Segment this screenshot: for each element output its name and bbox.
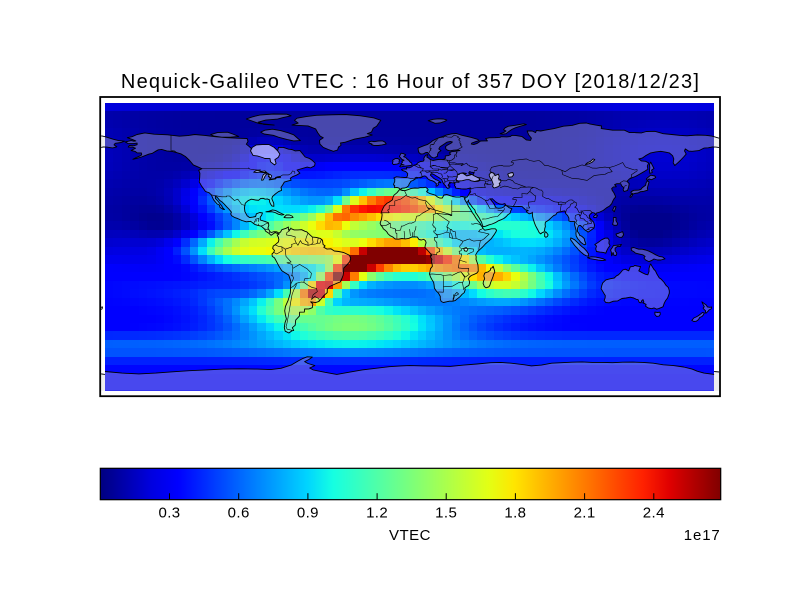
svg-text:VTEC: VTEC — [389, 527, 431, 544]
svg-text:1.2: 1.2 — [366, 505, 388, 522]
svg-text:1.5: 1.5 — [435, 505, 457, 522]
svg-text:0.3: 0.3 — [158, 505, 180, 522]
svg-text:1e17: 1e17 — [684, 527, 721, 544]
svg-text:0.9: 0.9 — [297, 505, 319, 522]
svg-text:1.8: 1.8 — [504, 505, 526, 522]
svg-text:0.6: 0.6 — [228, 505, 250, 522]
svg-text:2.1: 2.1 — [574, 505, 596, 522]
svg-text:Nequick-Galileo VTEC : 16 Hour: Nequick-Galileo VTEC : 16 Hour of 357 DO… — [121, 71, 700, 93]
svg-text:2.4: 2.4 — [643, 505, 665, 522]
